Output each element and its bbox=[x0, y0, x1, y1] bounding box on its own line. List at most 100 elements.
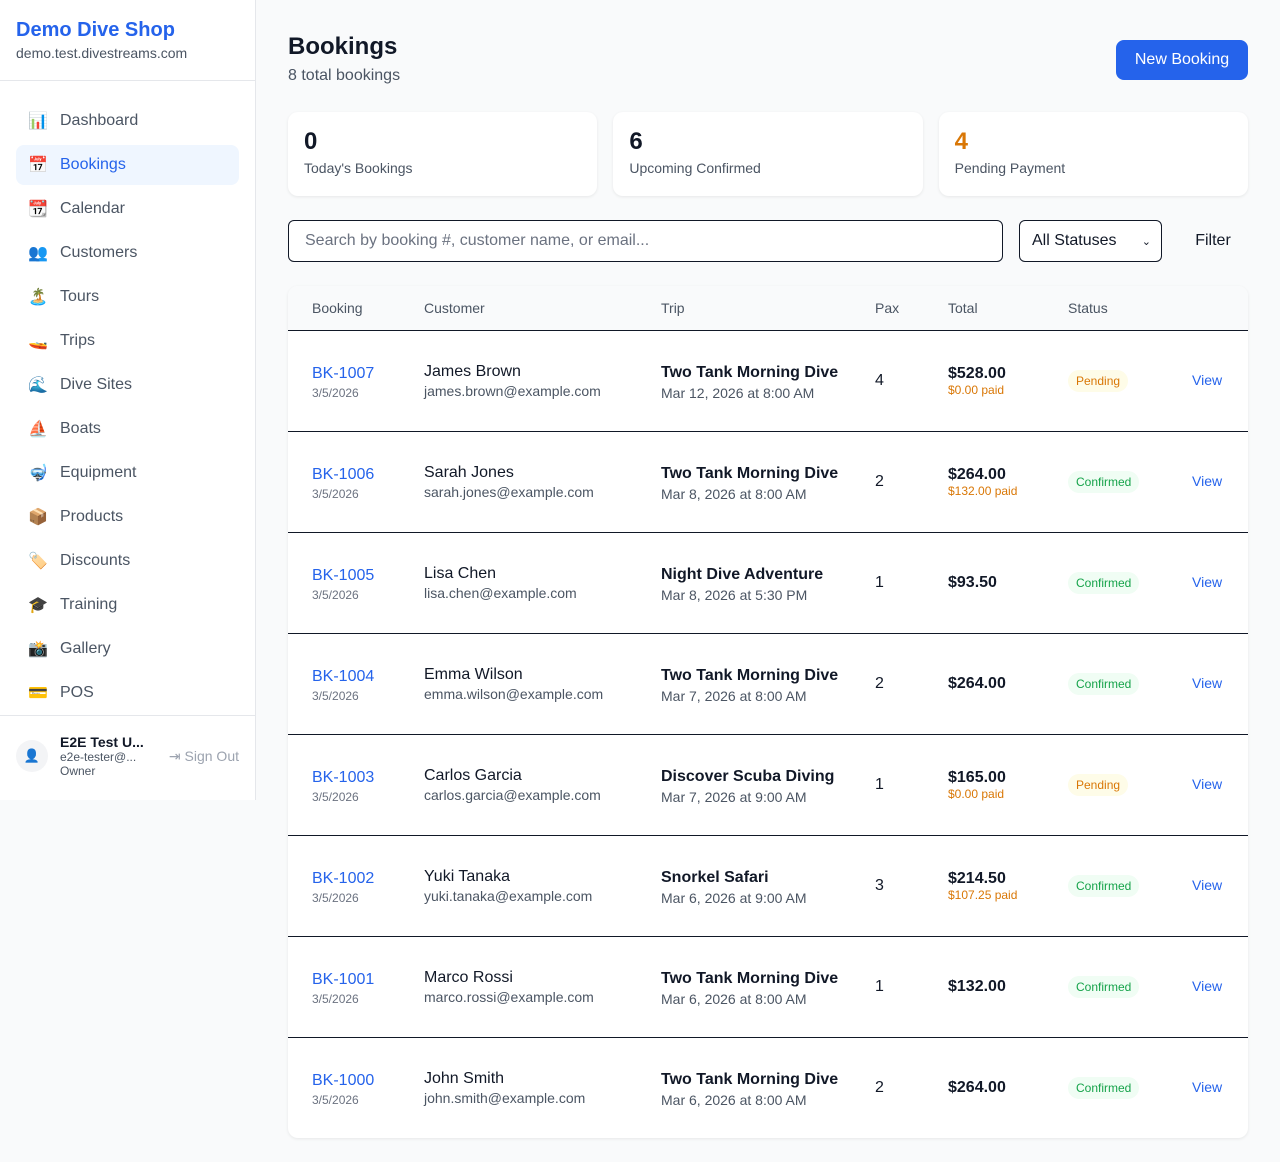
sidebar-item-trips[interactable]: 🚤 Trips bbox=[16, 321, 239, 361]
sidebar-item-label: Gallery bbox=[60, 640, 111, 657]
filter-button[interactable]: Filter bbox=[1178, 220, 1248, 262]
column-header: Total bbox=[948, 300, 978, 316]
sidebar-item-training[interactable]: 🎓 Training bbox=[16, 585, 239, 625]
sign-out-button[interactable]: ⇥ Sign Out bbox=[169, 748, 239, 765]
customer-email: yuki.tanaka@example.com bbox=[424, 888, 593, 904]
search-input[interactable] bbox=[288, 220, 1003, 262]
trip-date: Mar 6, 2026 at 8:00 AM bbox=[661, 1092, 807, 1108]
booking-link[interactable]: BK-1004 bbox=[312, 668, 375, 685]
sidebar-item-dive-sites[interactable]: 🌊 Dive Sites bbox=[16, 365, 239, 405]
status-badge: Confirmed bbox=[1068, 572, 1140, 594]
paid-amount: $132.00 paid bbox=[948, 484, 1018, 498]
sidebar-item-bookings[interactable]: 📅 Bookings bbox=[16, 145, 239, 185]
table-row: BK-1006 3/5/2026 Sarah Jones sarah.jones@e… bbox=[288, 432, 1248, 533]
sidebar-item-label: Customers bbox=[60, 244, 138, 261]
gallery-icon: 📸 bbox=[28, 641, 48, 658]
stat-label: Today's Bookings bbox=[304, 160, 413, 176]
sidebar-item-discounts[interactable]: 🏷️ Discounts bbox=[16, 541, 239, 581]
view-link[interactable]: View bbox=[1192, 473, 1223, 489]
pos-icon: 💳 bbox=[28, 685, 48, 702]
pax: 1 bbox=[875, 978, 884, 995]
bookings-table: Booking Customer Trip Pax Total Status BK-100… bbox=[288, 286, 1248, 1138]
status-select[interactable]: All Statuses ⌄ bbox=[1019, 220, 1162, 262]
customer-email: james.brown@example.com bbox=[424, 383, 601, 399]
trip-date: Mar 7, 2026 at 8:00 AM bbox=[661, 688, 807, 704]
status-badge: Confirmed bbox=[1068, 976, 1140, 998]
view-link[interactable]: View bbox=[1192, 1079, 1223, 1095]
sidebar-item-label: Dashboard bbox=[60, 112, 139, 129]
booking-date: 3/5/2026 bbox=[312, 386, 359, 400]
view-link[interactable]: View bbox=[1192, 574, 1223, 590]
paid-amount: $0.00 paid bbox=[948, 383, 1005, 397]
customer-name: John Smith bbox=[424, 1070, 505, 1087]
booking-link[interactable]: BK-1000 bbox=[312, 1072, 375, 1089]
view-link[interactable]: View bbox=[1192, 978, 1223, 994]
sidebar-item-label: Training bbox=[60, 596, 118, 613]
total: $264.00 bbox=[948, 466, 1006, 483]
booking-link[interactable]: BK-1003 bbox=[312, 769, 375, 786]
trip-name: Two Tank Morning Dive bbox=[661, 465, 839, 482]
customer-name: Sarah Jones bbox=[424, 464, 514, 481]
booking-date: 3/5/2026 bbox=[312, 790, 359, 804]
pax: 2 bbox=[875, 1079, 884, 1096]
shop-domain: demo.test.divestreams.com bbox=[16, 45, 188, 61]
shop-name[interactable]: Demo Dive Shop bbox=[16, 19, 175, 41]
trip-name: Discover Scuba Diving bbox=[661, 768, 835, 785]
paid-amount: $107.25 paid bbox=[948, 888, 1018, 902]
sidebar-item-tours[interactable]: 🏝️ Tours bbox=[16, 277, 239, 317]
view-link[interactable]: View bbox=[1192, 372, 1223, 388]
sidebar-item-dashboard[interactable]: 📊 Dashboard bbox=[16, 101, 239, 141]
trip-date: Mar 12, 2026 at 8:00 AM bbox=[661, 385, 815, 401]
sidebar-item-products[interactable]: 📦 Products bbox=[16, 497, 239, 537]
equipment-icon: 🤿 bbox=[28, 465, 48, 482]
customer-email: sarah.jones@example.com bbox=[424, 484, 594, 500]
total: $214.50 bbox=[948, 870, 1006, 887]
trip-date: Mar 6, 2026 at 9:00 AM bbox=[661, 890, 807, 906]
stat-card: 0 Today's Bookings bbox=[288, 112, 598, 196]
table-row: BK-1005 3/5/2026 Lisa Chen lisa.chen@examp… bbox=[288, 533, 1248, 634]
booking-link[interactable]: BK-1005 bbox=[312, 567, 375, 584]
sidebar-item-boats[interactable]: ⛵ Boats bbox=[16, 409, 239, 449]
user-icon: 👤 bbox=[16, 740, 48, 772]
stat-card: 4 Pending Payment bbox=[938, 112, 1248, 196]
booking-date: 3/5/2026 bbox=[312, 588, 359, 602]
column-header: Trip bbox=[661, 300, 685, 316]
training-icon: 🎓 bbox=[28, 597, 48, 614]
sidebar-item-label: Trips bbox=[60, 332, 95, 349]
booking-link[interactable]: BK-1002 bbox=[312, 870, 375, 887]
view-link[interactable]: View bbox=[1192, 776, 1223, 792]
trip-name: Two Tank Morning Dive bbox=[661, 364, 839, 381]
view-link[interactable]: View bbox=[1192, 675, 1223, 691]
sidebar-item-label: Products bbox=[60, 508, 124, 525]
calendar-icon: 📆 bbox=[28, 201, 48, 218]
booking-link[interactable]: BK-1007 bbox=[312, 365, 375, 382]
table-row: BK-1003 3/5/2026 Carlos Garcia carlos.garc… bbox=[288, 735, 1248, 836]
booking-link[interactable]: BK-1006 bbox=[312, 466, 375, 483]
view-link[interactable]: View bbox=[1192, 877, 1223, 893]
trip-name: Two Tank Morning Dive bbox=[661, 970, 839, 987]
column-header: Status bbox=[1068, 300, 1108, 316]
sidebar-item-equipment[interactable]: 🤿 Equipment bbox=[16, 453, 239, 493]
new-booking-button[interactable]: New Booking bbox=[1116, 40, 1248, 80]
sidebar-item-label: Bookings bbox=[60, 156, 126, 173]
sidebar-item-label: POS bbox=[60, 684, 94, 701]
sidebar-item-customers[interactable]: 👥 Customers bbox=[16, 233, 239, 273]
tours-icon: 🏝️ bbox=[28, 289, 48, 306]
trip-name: Snorkel Safari bbox=[661, 869, 769, 886]
table-row: BK-1000 3/5/2026 John Smith john.smith@exa… bbox=[288, 1038, 1248, 1138]
discounts-icon: 🏷️ bbox=[28, 553, 48, 570]
booking-date: 3/5/2026 bbox=[312, 1093, 359, 1107]
dive-sites-icon: 🌊 bbox=[28, 377, 48, 394]
page-title: Bookings bbox=[288, 33, 398, 60]
sign-out-label: Sign Out bbox=[184, 747, 239, 764]
sidebar-item-calendar[interactable]: 📆 Calendar bbox=[16, 189, 239, 229]
sidebar-item-gallery[interactable]: 📸 Gallery bbox=[16, 629, 239, 669]
booking-link[interactable]: BK-1001 bbox=[312, 971, 375, 988]
table-row: BK-1002 3/5/2026 Yuki Tanaka yuki.tanaka@e… bbox=[288, 836, 1248, 937]
brand: Demo Dive Shop demo.test.divestreams.com bbox=[0, 0, 255, 81]
table-row: BK-1004 3/5/2026 Emma Wilson emma.wilson@e… bbox=[288, 634, 1248, 735]
sidebar-item-pos[interactable]: 💳 POS bbox=[16, 673, 239, 713]
sidebar-item-label: Tours bbox=[60, 288, 100, 305]
status-select-value: All Statuses bbox=[1032, 232, 1117, 249]
total: $165.00 bbox=[948, 769, 1006, 786]
